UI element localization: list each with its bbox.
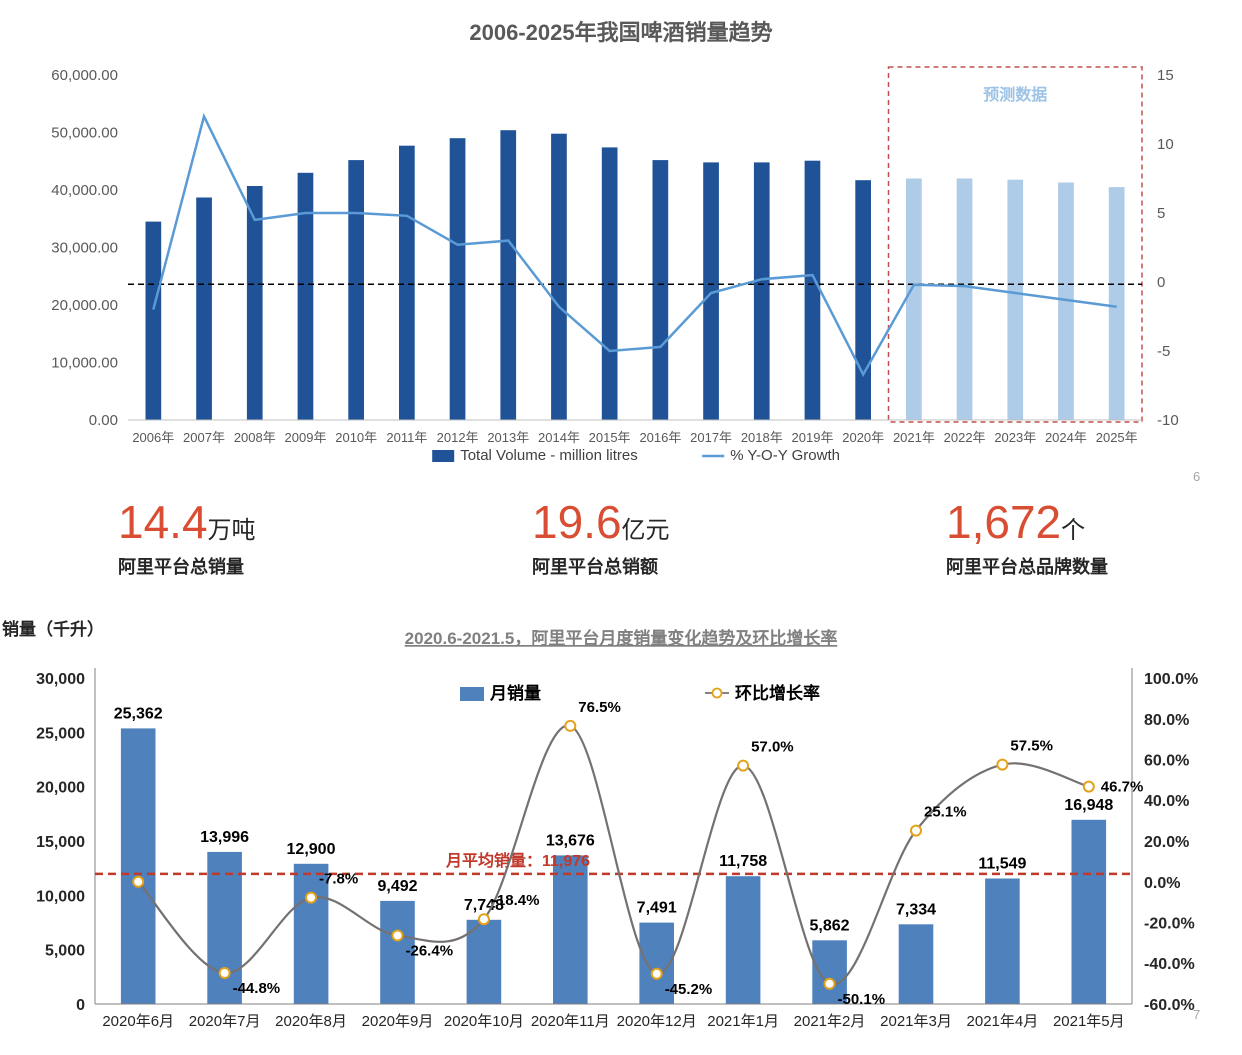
svg-text:20,000.00: 20,000.00 bbox=[51, 297, 118, 314]
svg-text:10,000: 10,000 bbox=[36, 888, 85, 905]
svg-text:-10: -10 bbox=[1157, 412, 1179, 429]
svg-text:-40.0%: -40.0% bbox=[1144, 956, 1195, 973]
svg-text:2020年12月: 2020年12月 bbox=[617, 1013, 697, 1030]
svg-text:25,000: 25,000 bbox=[36, 725, 85, 742]
svg-text:12,900: 12,900 bbox=[287, 841, 336, 858]
svg-text:2013年: 2013年 bbox=[487, 430, 529, 445]
svg-text:2021年3月: 2021年3月 bbox=[880, 1013, 952, 1030]
svg-text:2021年1月: 2021年1月 bbox=[707, 1013, 779, 1030]
svg-text:2020年: 2020年 bbox=[842, 430, 884, 445]
svg-text:2019年: 2019年 bbox=[792, 430, 834, 445]
svg-text:11,758: 11,758 bbox=[719, 853, 767, 870]
svg-text:2021年4月: 2021年4月 bbox=[967, 1013, 1039, 1030]
svg-text:0: 0 bbox=[76, 997, 85, 1014]
svg-text:7,491: 7,491 bbox=[637, 900, 677, 917]
svg-text:80.0%: 80.0% bbox=[1144, 712, 1189, 729]
svg-text:30,000: 30,000 bbox=[36, 671, 85, 688]
svg-text:15,000: 15,000 bbox=[36, 834, 85, 851]
svg-text:2022年: 2022年 bbox=[944, 430, 986, 445]
svg-text:2025年: 2025年 bbox=[1096, 430, 1138, 445]
svg-text:月平均销量：11,976: 月平均销量：11,976 bbox=[445, 851, 590, 870]
svg-text:25.1%: 25.1% bbox=[924, 804, 967, 821]
svg-text:2010年: 2010年 bbox=[335, 430, 377, 445]
svg-text:20,000: 20,000 bbox=[36, 780, 85, 797]
svg-text:10,000.00: 10,000.00 bbox=[51, 355, 118, 372]
svg-text:-60.0%: -60.0% bbox=[1144, 997, 1195, 1014]
svg-text:5,000: 5,000 bbox=[45, 943, 85, 960]
svg-text:25,362: 25,362 bbox=[114, 705, 163, 722]
svg-text:11,549: 11,549 bbox=[978, 856, 1026, 873]
svg-text:销量（千升）: 销量（千升） bbox=[2, 620, 104, 639]
svg-text:2021年5月: 2021年5月 bbox=[1053, 1013, 1125, 1030]
svg-text:2006年: 2006年 bbox=[132, 430, 174, 445]
svg-text:46.7%: 46.7% bbox=[1101, 779, 1144, 796]
svg-text:-20.0%: -20.0% bbox=[1144, 916, 1195, 933]
svg-text:-50.1%: -50.1% bbox=[838, 991, 886, 1008]
svg-text:2020年11月: 2020年11月 bbox=[531, 1013, 610, 1030]
svg-text:50,000.00: 50,000.00 bbox=[51, 125, 118, 142]
svg-text:-5: -5 bbox=[1157, 343, 1170, 360]
svg-text:5,862: 5,862 bbox=[809, 917, 849, 934]
svg-text:57.0%: 57.0% bbox=[751, 739, 794, 756]
svg-text:2009年: 2009年 bbox=[285, 430, 327, 445]
svg-text:-45.2%: -45.2% bbox=[665, 981, 713, 998]
svg-text:2014年: 2014年 bbox=[538, 430, 580, 445]
svg-text:30,000.00: 30,000.00 bbox=[51, 240, 118, 257]
svg-text:预测数据: 预测数据 bbox=[983, 85, 1047, 104]
svg-text:57.5%: 57.5% bbox=[1010, 738, 1053, 755]
svg-text:76.5%: 76.5% bbox=[578, 699, 621, 716]
svg-text:100.0%: 100.0% bbox=[1144, 671, 1198, 688]
svg-text:0.00: 0.00 bbox=[89, 412, 118, 429]
svg-text:2006-2025年我国啤酒销量趋势: 2006-2025年我国啤酒销量趋势 bbox=[469, 20, 772, 45]
svg-text:13,996: 13,996 bbox=[200, 829, 249, 846]
svg-text:2020.6-2021.5，阿里平台月度销量变化趋势及环比增: 2020.6-2021.5，阿里平台月度销量变化趋势及环比增长率 bbox=[405, 628, 838, 648]
svg-text:0: 0 bbox=[1157, 274, 1165, 291]
svg-text:20.0%: 20.0% bbox=[1144, 834, 1189, 851]
svg-text:2024年: 2024年 bbox=[1045, 430, 1087, 445]
svg-text:-44.8%: -44.8% bbox=[233, 980, 281, 997]
svg-text:0.0%: 0.0% bbox=[1144, 875, 1180, 892]
svg-text:10: 10 bbox=[1157, 136, 1174, 153]
svg-text:2020年10月: 2020年10月 bbox=[444, 1013, 524, 1030]
svg-text:-26.4%: -26.4% bbox=[406, 943, 454, 960]
svg-text:7,334: 7,334 bbox=[896, 901, 936, 918]
svg-text:2023年: 2023年 bbox=[994, 430, 1036, 445]
svg-text:Total Volume - million litres: Total Volume - million litres bbox=[460, 447, 638, 464]
svg-text:环比增长率: 环比增长率 bbox=[735, 683, 820, 703]
svg-text:16,948: 16,948 bbox=[1064, 797, 1113, 814]
svg-text:60,000.00: 60,000.00 bbox=[51, 67, 118, 84]
svg-text:5: 5 bbox=[1157, 205, 1165, 222]
svg-text:2012年: 2012年 bbox=[437, 430, 479, 445]
svg-text:2017年: 2017年 bbox=[690, 430, 732, 445]
svg-text:60.0%: 60.0% bbox=[1144, 753, 1189, 770]
svg-text:2020年7月: 2020年7月 bbox=[189, 1013, 261, 1030]
svg-text:2015年: 2015年 bbox=[589, 430, 631, 445]
svg-text:2018年: 2018年 bbox=[741, 430, 783, 445]
svg-text:40.0%: 40.0% bbox=[1144, 793, 1189, 810]
svg-text:月销量: 月销量 bbox=[489, 683, 541, 703]
svg-text:2020年6月: 2020年6月 bbox=[102, 1013, 174, 1030]
svg-text:-7.8%: -7.8% bbox=[319, 871, 358, 888]
svg-text:9,492: 9,492 bbox=[377, 878, 417, 895]
svg-text:2021年2月: 2021年2月 bbox=[794, 1013, 866, 1030]
svg-text:2007年: 2007年 bbox=[183, 430, 225, 445]
svg-text:2016年: 2016年 bbox=[639, 430, 681, 445]
svg-text:2020年9月: 2020年9月 bbox=[362, 1013, 434, 1030]
svg-text:40,000.00: 40,000.00 bbox=[51, 182, 118, 199]
svg-text:2011年: 2011年 bbox=[386, 430, 427, 445]
svg-text:2008年: 2008年 bbox=[234, 430, 276, 445]
svg-text:15: 15 bbox=[1157, 67, 1174, 84]
svg-text:13,676: 13,676 bbox=[546, 832, 595, 849]
svg-text:% Y-O-Y Growth: % Y-O-Y Growth bbox=[730, 447, 840, 464]
svg-text:-18.4%: -18.4% bbox=[492, 892, 540, 909]
svg-text:2021年: 2021年 bbox=[893, 430, 935, 445]
svg-text:2020年8月: 2020年8月 bbox=[275, 1013, 347, 1030]
